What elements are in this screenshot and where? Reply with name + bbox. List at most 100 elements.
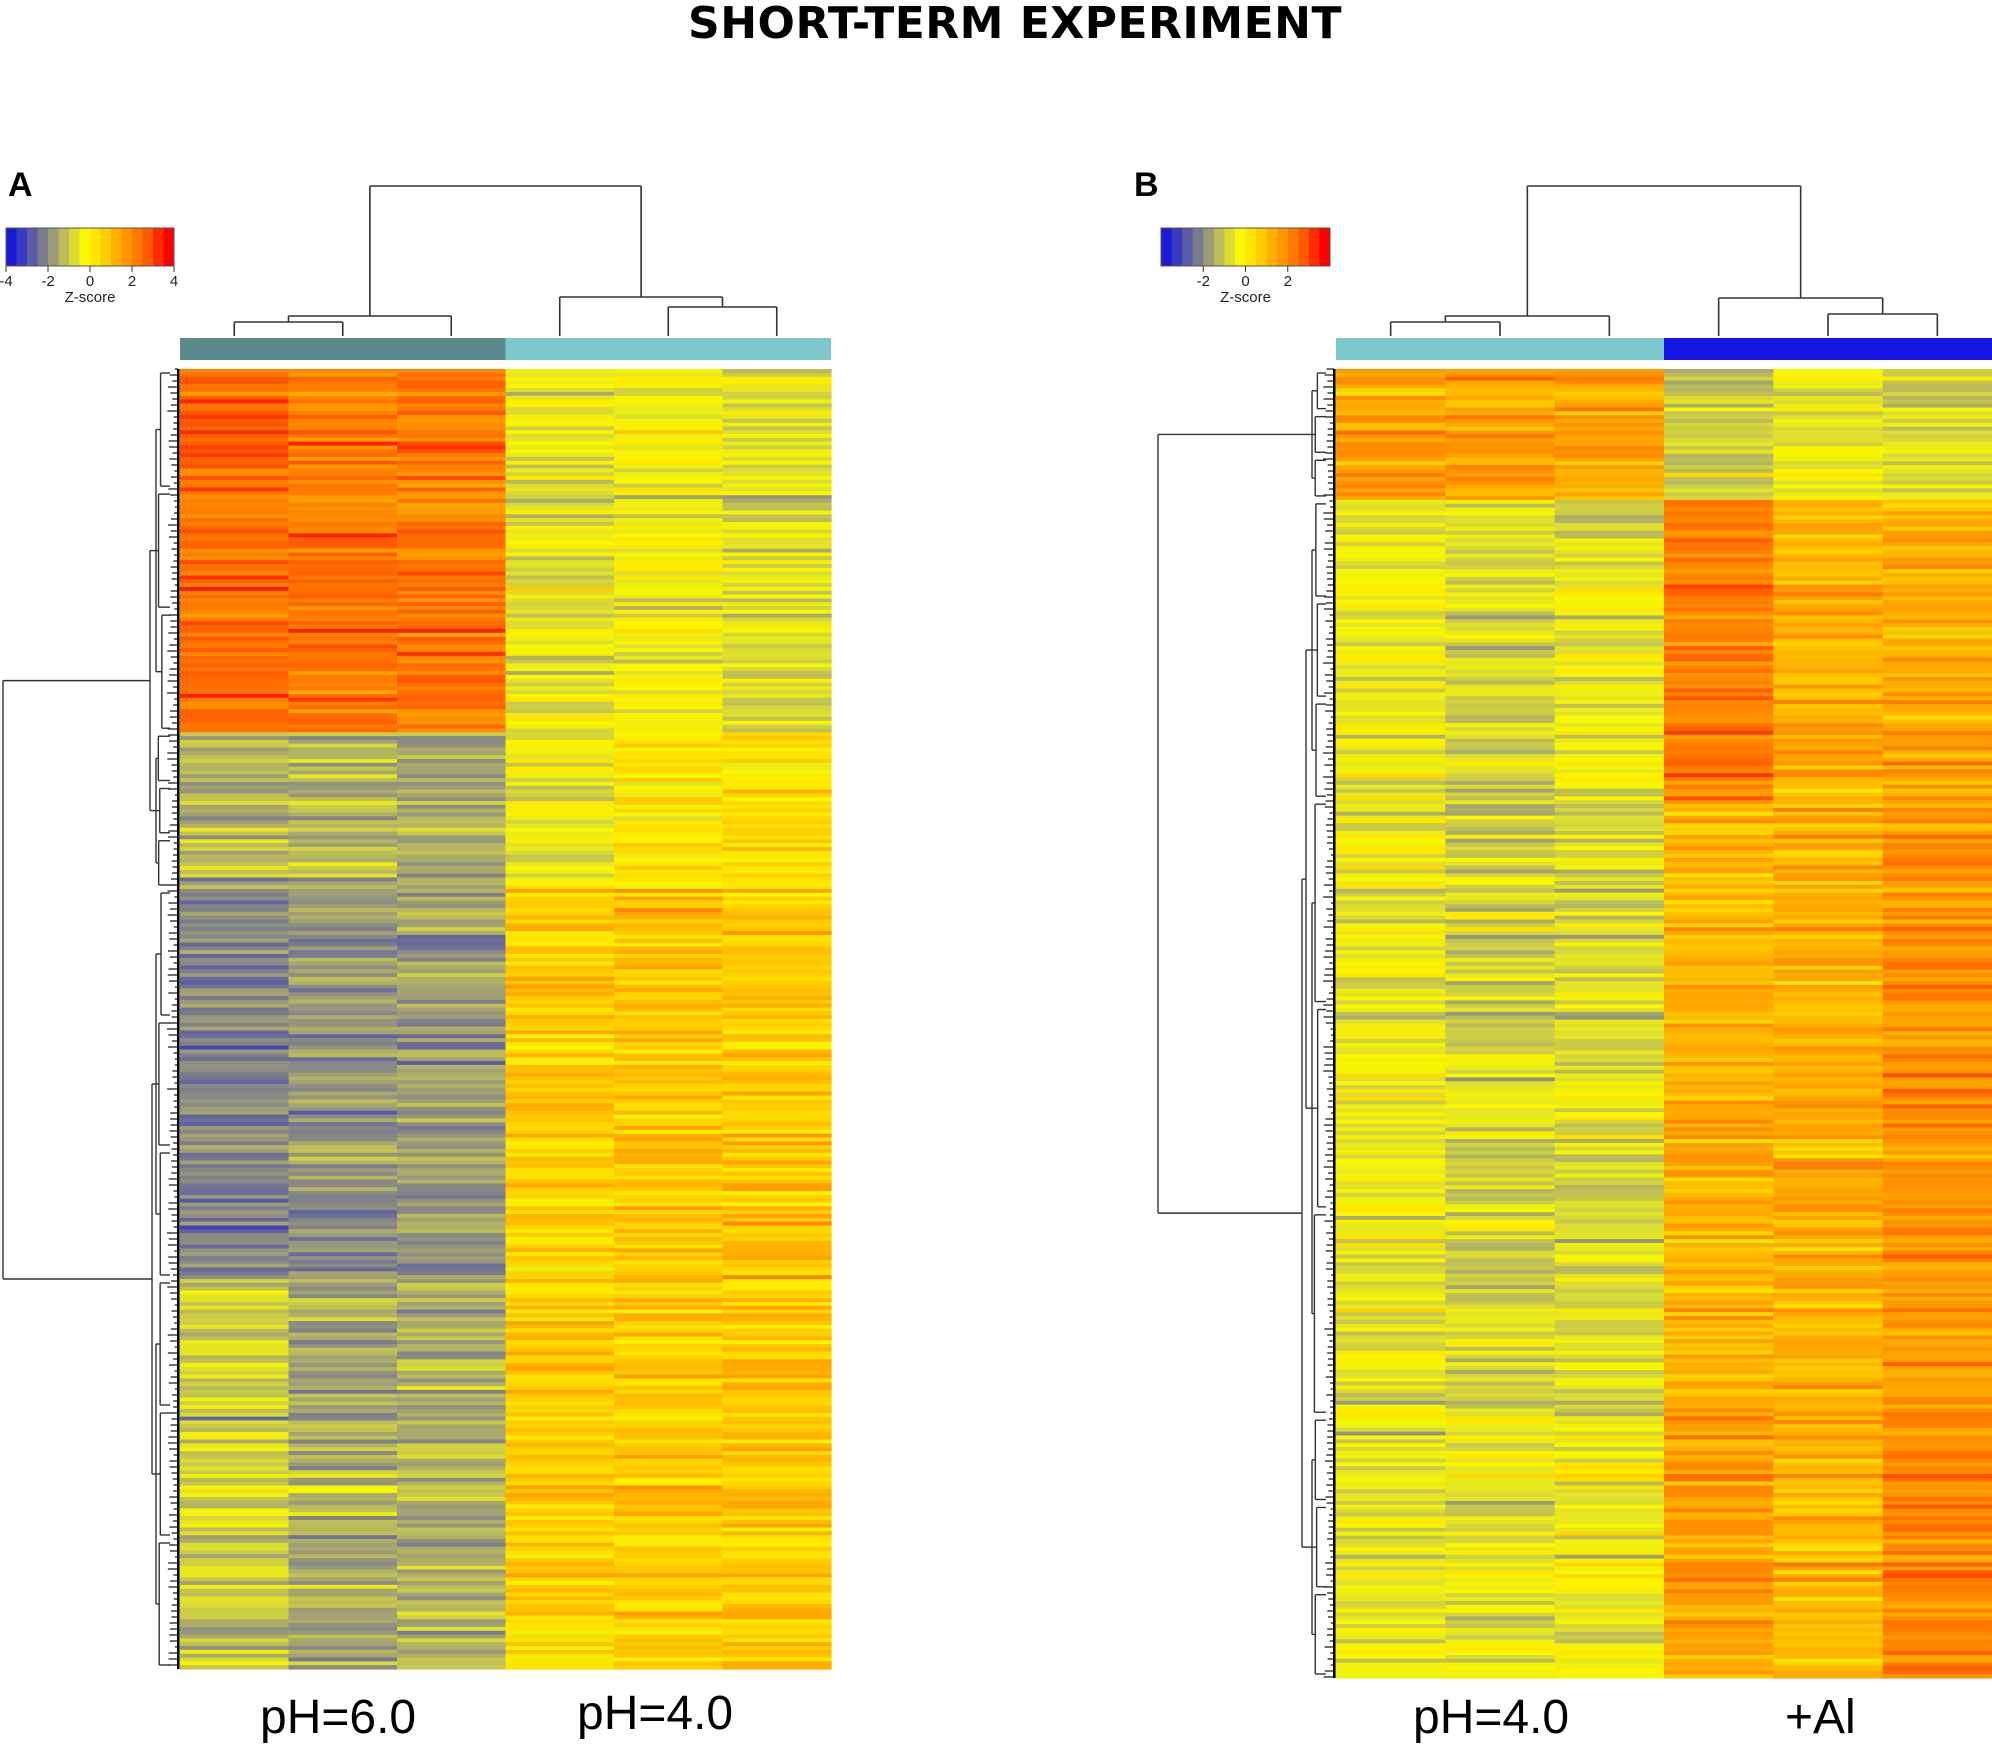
heatmap-cell (1336, 369, 1446, 374)
heatmap-cell (180, 1508, 290, 1513)
heatmap-cell (1773, 1450, 1884, 1456)
heatmap-cell (288, 548, 398, 554)
heatmap-cell (505, 808, 615, 814)
heatmap-cell (1445, 946, 1556, 951)
heatmap-cell (397, 1474, 507, 1479)
heatmap-cell (1773, 1585, 1884, 1591)
heatmap-cell (1664, 1524, 1774, 1529)
heatmap-cell (1554, 1219, 1665, 1225)
heatmap-cell (1664, 642, 1774, 647)
heatmap-cell (1664, 1200, 1774, 1206)
heatmap-cell (1773, 438, 1884, 443)
heatmap-cell (1445, 480, 1556, 486)
heatmap-cell (397, 560, 507, 565)
heatmap-cell (397, 1045, 507, 1051)
heatmap-cell (505, 1665, 615, 1670)
heatmap-cell (1554, 422, 1665, 428)
heatmap-cell (1554, 626, 1665, 632)
heatmap-cell (1664, 888, 1774, 894)
heatmap-cell (1445, 511, 1556, 516)
heatmap-cell (180, 980, 290, 986)
heatmap-cell (1882, 600, 1992, 605)
heatmap-cell (614, 808, 724, 814)
heatmap-cell (397, 1026, 507, 1032)
heatmap-cell (722, 954, 832, 959)
heatmap-cell (288, 908, 398, 913)
heatmap-cell (1554, 796, 1665, 801)
heatmap-cell (1664, 1473, 1774, 1479)
heatmap-cell (1882, 1350, 1992, 1356)
heatmap-cell (505, 1649, 615, 1655)
heatmap-cell (1664, 727, 1774, 732)
heatmap-cell (1773, 1189, 1884, 1194)
heatmap-cell (614, 1596, 724, 1601)
heatmap-cell (1554, 1266, 1665, 1271)
heatmap-cell (1336, 1177, 1446, 1182)
heatmap-cell (614, 1646, 724, 1651)
heatmap-cell (1554, 854, 1665, 859)
heatmap-cell (1664, 546, 1774, 551)
heatmap-cell (180, 1175, 290, 1181)
heatmap-cell (505, 1500, 615, 1506)
heatmap-cell (1554, 857, 1665, 863)
heatmap-cell (180, 659, 290, 665)
heatmap-cell (1664, 1589, 1774, 1594)
heatmap-cell (722, 430, 832, 435)
heatmap-cell (1445, 1447, 1556, 1452)
heatmap-cell (505, 785, 615, 791)
heatmap-cell (1773, 934, 1884, 940)
heatmap-cell (1773, 1065, 1884, 1071)
heatmap-cell (1445, 1535, 1556, 1540)
heatmap-cell (614, 1137, 724, 1142)
heatmap-cell (1554, 1462, 1665, 1467)
heatmap-cell (288, 1366, 398, 1372)
heatmap-cell (1664, 1277, 1774, 1283)
heatmap-cell (722, 1546, 832, 1552)
heatmap-cell (614, 709, 724, 714)
heatmap-cell (397, 529, 507, 535)
heatmap-cell (1664, 1624, 1774, 1629)
heatmap-cell (1445, 1162, 1556, 1167)
heatmap-cell (505, 648, 615, 653)
heatmap-cell (288, 976, 398, 982)
heatmap-cell (1664, 1011, 1774, 1017)
heatmap-cell (722, 1053, 832, 1058)
heatmap-cell (1882, 380, 1992, 385)
heatmap-cell (1882, 1023, 1992, 1028)
heatmap-cell (288, 984, 398, 990)
heatmap-cell (1882, 834, 1992, 840)
heatmap-cell (1554, 534, 1665, 539)
heatmap-cell (397, 1565, 507, 1571)
heatmap-cell (1554, 1131, 1665, 1136)
heatmap-cell (1773, 434, 1884, 439)
heatmap-cell (505, 862, 615, 867)
heatmap-cell (1554, 1635, 1665, 1641)
heatmap-cell (288, 1118, 398, 1123)
heatmap-cell (180, 862, 290, 867)
heatmap-cell (1664, 457, 1774, 462)
heatmap-cell (614, 636, 724, 642)
heatmap-cell (1882, 1400, 1992, 1406)
heatmap-cell (1882, 1319, 1992, 1325)
heatmap-cell (722, 697, 832, 703)
heatmap-cell (1445, 1404, 1556, 1410)
heatmap-cell (1554, 1443, 1665, 1448)
heatmap-cell (397, 804, 507, 810)
heatmap-cell (1554, 665, 1665, 670)
heatmap-cell (1664, 376, 1774, 382)
heatmap-cell (397, 816, 507, 821)
heatmap-cell (1445, 630, 1556, 636)
heatmap-cell (397, 1630, 507, 1636)
heatmap-cell (397, 1439, 507, 1445)
heatmap-cell (1773, 788, 1884, 794)
heatmap-cell (288, 399, 398, 405)
heatmap-cell (1882, 422, 1992, 428)
heatmap-cell (1336, 515, 1446, 520)
heatmap-cell (505, 384, 615, 389)
heatmap-cell (1664, 831, 1774, 836)
heatmap-cell (397, 881, 507, 886)
heatmap-cell (722, 1592, 832, 1597)
heatmap-cell (1445, 1497, 1556, 1502)
heatmap-cell (288, 1431, 398, 1437)
heatmap-cell (1664, 615, 1774, 620)
